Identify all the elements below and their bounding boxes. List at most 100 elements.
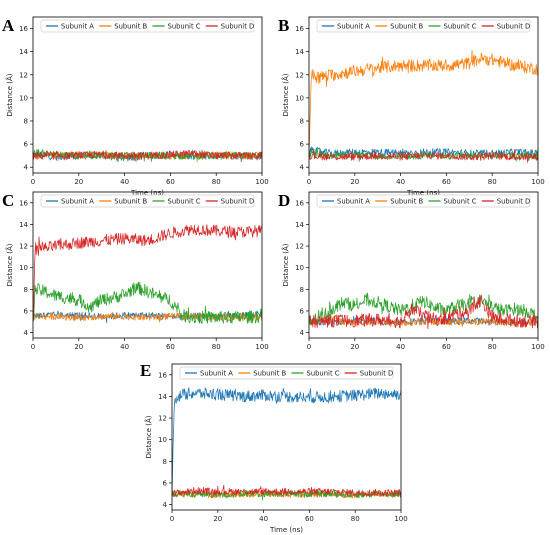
x-tick-label: 80	[212, 178, 221, 186]
y-tick-label: 8	[300, 118, 304, 126]
legend: Subunit A Subunit B Subunit C Subunit D	[179, 366, 394, 380]
legend: Subunit A Subunit B Subunit C Subunit D	[40, 19, 255, 33]
y-tick-label: 6	[300, 141, 305, 149]
legend-entry: Subunit D	[497, 22, 531, 30]
x-tick-label: 60	[305, 515, 314, 523]
legend-entry: Subunit D	[360, 369, 394, 377]
legend-entry: Subunit A	[61, 197, 94, 205]
series-line-subunit-d	[172, 484, 401, 497]
x-tick-label: 0	[307, 343, 311, 351]
panel-D: D 0 20 40 60 80 100 4 6 8 10 12 14 16 Distance (Å) Subu…	[278, 191, 545, 351]
x-tick-label: 20	[350, 343, 359, 351]
series-line-subunit-a	[172, 387, 401, 494]
y-tick-label: 12	[295, 243, 304, 251]
plot-frame	[32, 16, 263, 174]
x-tick-label: 100	[531, 343, 544, 351]
x-tick-label: 60	[166, 343, 175, 351]
x-tick-label: 0	[31, 343, 35, 351]
legend-entry: Subunit B	[390, 197, 423, 205]
y-tick-label: 10	[295, 264, 304, 272]
legend-entry: Subunit A	[61, 22, 94, 30]
y-tick-label: 16	[295, 199, 304, 207]
x-tick-label: 80	[488, 343, 497, 351]
panel-letter: E	[140, 361, 151, 380]
y-tick-label: 10	[295, 94, 304, 102]
x-axis-label: Time (ns)	[269, 526, 303, 534]
x-tick-label: 60	[442, 178, 451, 186]
legend-entry: Subunit A	[200, 369, 233, 377]
panel-letter: A	[2, 16, 15, 35]
y-tick-label: 8	[24, 286, 28, 294]
y-tick-label: 16	[295, 25, 304, 33]
panel-E: E 0 20 40 60 80 100 4 6 8 10 12 14 16 Time (ns) Distanc…	[140, 361, 408, 534]
x-tick-label: 20	[74, 178, 83, 186]
x-tick-label: 20	[74, 343, 83, 351]
legend-entry: Subunit C	[307, 369, 340, 377]
x-tick-label: 0	[170, 515, 174, 523]
x-tick-label: 0	[31, 178, 35, 186]
x-tick-label: 100	[255, 343, 268, 351]
x-tick-label: 60	[166, 178, 175, 186]
series-line-subunit-a	[309, 146, 538, 158]
y-tick-label: 14	[158, 393, 167, 401]
y-tick-label: 4	[163, 501, 168, 509]
y-tick-label: 14	[295, 221, 304, 229]
panel-B: B 0 20 40 60 80 100 4 6 8 10 12 14 16 Time (ns) Distanc…	[278, 16, 545, 197]
x-axis-label: Time (ns)	[406, 189, 440, 197]
legend-entry: Subunit B	[114, 22, 147, 30]
y-tick-label: 4	[24, 329, 29, 337]
legend-entry: Subunit A	[337, 22, 370, 30]
series-line-subunit-d	[33, 224, 262, 322]
plot-frame	[171, 363, 402, 511]
x-tick-label: 40	[396, 178, 405, 186]
x-tick-label: 40	[120, 178, 129, 186]
y-axis-label: Distance (Å)	[281, 243, 290, 286]
plot-frame	[308, 191, 539, 339]
y-tick-label: 4	[24, 164, 29, 172]
y-tick-label: 10	[19, 94, 28, 102]
x-tick-label: 100	[255, 178, 268, 186]
series-line-subunit-c	[309, 292, 538, 325]
plot-frame	[308, 16, 539, 174]
y-axis-label: Distance (Å)	[144, 415, 153, 458]
x-tick-label: 40	[396, 343, 405, 351]
y-tick-label: 12	[295, 71, 304, 79]
x-tick-label: 100	[394, 515, 407, 523]
y-tick-label: 8	[300, 286, 304, 294]
y-tick-label: 4	[300, 164, 305, 172]
y-tick-label: 16	[158, 371, 167, 379]
panel-letter: C	[2, 191, 14, 210]
plot-frame	[32, 191, 263, 339]
y-tick-label: 12	[158, 415, 167, 423]
x-tick-label: 60	[442, 343, 451, 351]
x-tick-label: 80	[351, 515, 360, 523]
series-line-subunit-d	[33, 149, 262, 160]
series-line-subunit-b	[309, 49, 538, 156]
legend-entry: Subunit A	[337, 197, 370, 205]
legend-entry: Subunit C	[168, 22, 201, 30]
y-tick-label: 10	[19, 264, 28, 272]
y-axis-label: Distance (Å)	[5, 73, 14, 116]
legend-entry: Subunit C	[444, 197, 477, 205]
legend-entry: Subunit C	[168, 197, 201, 205]
legend-entry: Subunit D	[221, 197, 255, 205]
x-axis-label: Time (ns)	[130, 189, 164, 197]
series-line-subunit-c	[33, 281, 262, 324]
x-tick-label: 40	[120, 343, 129, 351]
x-tick-label: 20	[213, 515, 222, 523]
panel-C: C 0 20 40 60 80 100 4 6 8 10 12 14 16 Distance (Å) Subu…	[2, 191, 269, 351]
series-line-subunit-d	[309, 148, 538, 163]
panel-A: A 0 20 40 60 80 100 4 6 8 10 12 14 16 Time (ns) Distanc…	[2, 16, 269, 197]
y-tick-label: 6	[24, 307, 29, 315]
x-tick-label: 40	[259, 515, 268, 523]
y-tick-label: 12	[19, 243, 28, 251]
series-line-subunit-b	[33, 310, 262, 323]
y-tick-label: 16	[19, 199, 28, 207]
y-tick-label: 8	[163, 458, 167, 466]
x-tick-label: 0	[307, 178, 311, 186]
y-tick-label: 14	[19, 221, 28, 229]
x-tick-label: 80	[488, 178, 497, 186]
legend-entry: Subunit B	[114, 197, 147, 205]
y-axis-label: Distance (Å)	[281, 73, 290, 116]
legend: Subunit A Subunit B Subunit C Subunit D	[316, 19, 531, 33]
